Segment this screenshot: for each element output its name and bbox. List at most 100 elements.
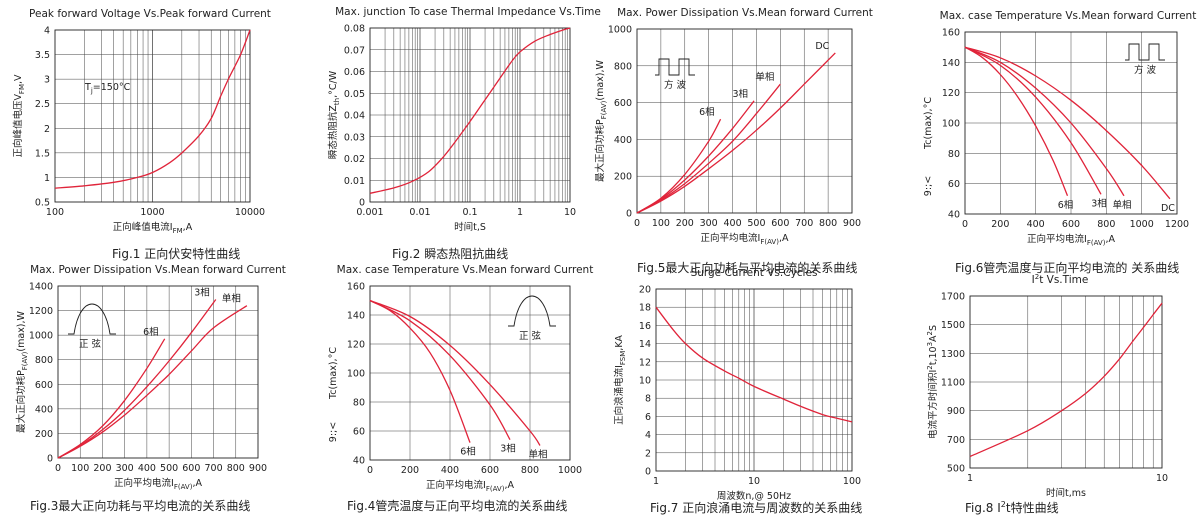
- y-axis-label: 最大正向功耗PF(AV)(max),W: [15, 310, 29, 432]
- y-tick-label: 900: [947, 406, 965, 417]
- x-tick-label: 600: [182, 463, 200, 474]
- square-wave-icon: [655, 58, 695, 76]
- x-tick-label: 0: [634, 218, 640, 229]
- x-tick-label: 200: [676, 218, 694, 229]
- y-tick-label: 80: [353, 398, 365, 409]
- chart-panel-1: 100 1000 10000 0.5 1 1.5 2 2.5 3 3.5 4 Peak forward…: [12, 8, 271, 261]
- figure-caption: Fig.8 I2t特性曲线: [965, 500, 1059, 515]
- x-tick-label: 700: [795, 218, 813, 229]
- chart-title: Max. Power Dissipation Vs.Mean forward C…: [30, 264, 286, 276]
- y-tick-label: 120: [942, 88, 960, 99]
- y-tick-label: 800: [614, 61, 632, 72]
- series-label: DC: [1161, 203, 1175, 214]
- y-tick-label: 1500: [941, 320, 965, 331]
- x-axis-label: 正向峰值电流IFM,A: [113, 221, 193, 235]
- series-label: 3相: [1091, 197, 1107, 209]
- chart-title: Surge Current Vs.Cycles: [691, 267, 818, 279]
- x-axis-label: 周波数n,@ 50Hz: [717, 490, 791, 502]
- y-tick-label: 60: [353, 427, 365, 438]
- x-tick-label: 900: [843, 218, 861, 229]
- figure-caption: Fig.5最大正向功耗与平均电流的关系曲线: [637, 260, 857, 275]
- x-axis-label: 正向平均电流IF(AV),A: [1027, 233, 1115, 247]
- y-tick-label: 700: [947, 435, 965, 446]
- y-axis-label: 正向峰值电压VFM,V: [12, 74, 26, 158]
- plot-frame: [636, 28, 853, 214]
- x-tick-label: 100: [652, 218, 670, 229]
- y-tick-label: 14: [639, 339, 651, 350]
- y-tick-label: 1.5: [35, 148, 50, 159]
- x-tick-label: 300: [700, 218, 718, 229]
- chart-panel-8: 1 10 500 700 900 1100 1300 1500 1700 I2t Vs.Time 时…: [926, 273, 1168, 515]
- y-tick-label: 12: [639, 357, 651, 368]
- x-tick-label: 800: [819, 218, 837, 229]
- x-tick-label: 100: [843, 476, 861, 487]
- annotation-text: Tj=150°C: [84, 82, 131, 95]
- figure-caption: Fig.3最大正向功耗与平均电流的关系曲线: [30, 498, 250, 513]
- series-line-3: [636, 83, 781, 214]
- x-tick-label: 400: [1027, 219, 1045, 230]
- x-tick-label: 800: [227, 463, 245, 474]
- y-tick-label: 1300: [941, 349, 965, 360]
- chart-title: Max. case Temperature Vs.Mean forward Cu…: [940, 10, 1197, 22]
- figure-caption: Fig.6管壳温度与正向平均电流的 关系曲线: [955, 260, 1179, 275]
- x-tick-label: 200: [401, 465, 419, 476]
- series-line-3: [369, 299, 541, 446]
- series-line-4: [964, 46, 1171, 200]
- figure-caption: Fig.1 正向伏安特性曲线: [112, 246, 240, 261]
- x-tick-label: 400: [138, 463, 156, 474]
- x-tick-label: 100: [71, 463, 89, 474]
- y-tick-label: 100: [942, 119, 960, 130]
- x-tick-label: 0: [962, 219, 968, 230]
- x-tick-label: 1000: [1130, 219, 1154, 230]
- y-tick-label: 20: [639, 285, 651, 296]
- series-line-1: [636, 118, 722, 214]
- y-axis-extra-label: 9:;<: [923, 176, 934, 196]
- sine-wave-icon: [508, 295, 556, 327]
- series-line-1: [57, 338, 166, 459]
- series-label: 3相: [733, 88, 749, 100]
- series-label: 单相: [222, 293, 241, 305]
- x-tick-label: 500: [747, 218, 765, 229]
- y-tick-label: 80: [948, 149, 960, 160]
- figure-caption: Fig.4管壳温度与正向平均电流的关系曲线: [347, 498, 567, 513]
- y-tick-label: 1: [44, 173, 50, 184]
- y-tick-label: 8: [645, 394, 651, 405]
- waveform-label: 正 弦: [79, 338, 102, 350]
- series-line-4: [636, 52, 836, 214]
- series-label: 6相: [460, 446, 476, 458]
- y-tick-label: 1400: [29, 282, 53, 293]
- y-tick-label: 0.08: [344, 24, 365, 35]
- x-tick-label: 400: [441, 465, 459, 476]
- figure-caption: Fig.2 瞬态热阻抗曲线: [392, 246, 508, 261]
- y-axis-extra-label: 9:;<: [328, 422, 339, 442]
- y-tick-label: 16: [639, 321, 651, 332]
- series-label: 6相: [699, 106, 715, 118]
- plot-frame: [369, 27, 571, 203]
- plot-frame: [964, 31, 1178, 215]
- plot-frame: [57, 285, 259, 459]
- x-tick-label: 200: [991, 219, 1009, 230]
- plot-frame: [655, 288, 853, 472]
- chart-panel-2: 0.001 0.01 0.1 1 10 0 0.01 0.02 0.03 0.04 0.05 0.06…: [327, 6, 601, 261]
- y-tick-label: 800: [35, 355, 53, 366]
- chart-panel-7: 1 10 100 0 2 4 6 8 10 12 14 16 18 20 Surge Current Vs.…: [613, 267, 862, 515]
- y-tick-label: 0.06: [344, 67, 365, 78]
- x-tick-label: 500: [160, 463, 178, 474]
- plot-frame: [54, 29, 251, 203]
- chart-title: Peak forward Voltage Vs.Peak forward Cur…: [29, 8, 271, 20]
- chart-panel-6: 0 200 400 600 800 1000 40 60 80 100 120 140 160 Max. …: [328, 264, 593, 513]
- series-line-1: [54, 29, 251, 189]
- y-tick-label: 0.03: [344, 132, 365, 143]
- x-axis-label: 正向平均电流IF(AV),A: [426, 479, 514, 493]
- square-wave-icon: [1125, 43, 1165, 61]
- y-tick-label: 0.07: [344, 45, 365, 56]
- y-tick-label: 0: [626, 209, 632, 220]
- y-tick-label: 1100: [941, 378, 965, 389]
- y-tick-label: 200: [614, 172, 632, 183]
- x-tick-label: 10000: [235, 207, 265, 218]
- y-tick-label: 160: [942, 28, 960, 39]
- y-tick-label: 0.04: [344, 111, 365, 122]
- x-tick-label: 1200: [1165, 219, 1189, 230]
- series-label: 单相: [755, 71, 774, 83]
- y-tick-label: 2: [44, 124, 50, 135]
